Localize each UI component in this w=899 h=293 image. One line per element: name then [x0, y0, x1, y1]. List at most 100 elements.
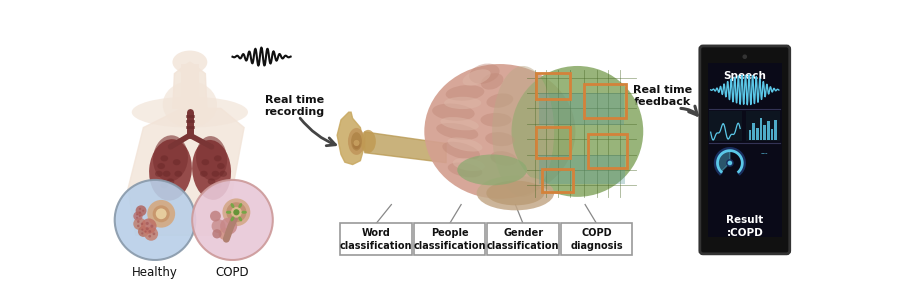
- Circle shape: [136, 205, 147, 216]
- Ellipse shape: [196, 136, 227, 181]
- Circle shape: [136, 217, 138, 219]
- Ellipse shape: [360, 130, 376, 153]
- Circle shape: [141, 223, 143, 225]
- Circle shape: [137, 225, 139, 227]
- Bar: [181, 64, 200, 107]
- Ellipse shape: [441, 117, 479, 130]
- Ellipse shape: [174, 171, 182, 177]
- Ellipse shape: [486, 181, 545, 205]
- Circle shape: [144, 227, 158, 241]
- Text: Result
:COPD: Result :COPD: [726, 215, 763, 238]
- Circle shape: [148, 230, 151, 233]
- Circle shape: [220, 218, 237, 235]
- Ellipse shape: [157, 163, 165, 169]
- FancyBboxPatch shape: [539, 93, 624, 125]
- Circle shape: [146, 222, 149, 225]
- Text: COPD: COPD: [216, 266, 249, 279]
- Circle shape: [138, 212, 141, 214]
- Ellipse shape: [153, 135, 188, 181]
- Circle shape: [146, 227, 149, 230]
- Circle shape: [153, 205, 170, 222]
- Ellipse shape: [163, 81, 217, 127]
- FancyBboxPatch shape: [340, 223, 412, 255]
- Ellipse shape: [480, 113, 512, 127]
- Ellipse shape: [444, 97, 481, 109]
- Ellipse shape: [214, 182, 222, 188]
- FancyBboxPatch shape: [699, 46, 789, 254]
- Ellipse shape: [512, 66, 644, 197]
- Text: People
classification: People classification: [414, 228, 485, 251]
- Text: Word
classification: Word classification: [340, 228, 412, 251]
- Text: Gender
classification: Gender classification: [487, 228, 559, 251]
- Text: Real time
recording: Real time recording: [264, 95, 325, 117]
- Ellipse shape: [238, 203, 242, 208]
- Ellipse shape: [160, 182, 168, 188]
- Ellipse shape: [453, 158, 485, 171]
- Ellipse shape: [155, 171, 163, 177]
- Circle shape: [726, 159, 734, 167]
- Circle shape: [133, 218, 146, 230]
- Ellipse shape: [442, 142, 480, 160]
- Ellipse shape: [432, 103, 475, 121]
- Ellipse shape: [436, 123, 478, 140]
- Circle shape: [153, 232, 156, 235]
- Circle shape: [150, 224, 154, 228]
- Ellipse shape: [208, 178, 216, 185]
- Circle shape: [353, 140, 360, 146]
- Ellipse shape: [448, 137, 483, 151]
- Ellipse shape: [463, 69, 491, 86]
- FancyBboxPatch shape: [414, 223, 485, 255]
- Bar: [774, 120, 777, 140]
- Ellipse shape: [242, 211, 247, 214]
- Circle shape: [142, 210, 145, 212]
- Circle shape: [133, 212, 143, 221]
- Bar: [752, 123, 755, 140]
- Ellipse shape: [173, 159, 181, 165]
- Ellipse shape: [486, 93, 513, 108]
- Ellipse shape: [448, 162, 482, 177]
- Ellipse shape: [211, 171, 219, 177]
- Ellipse shape: [219, 171, 227, 177]
- Ellipse shape: [348, 128, 365, 155]
- Circle shape: [141, 218, 156, 234]
- Circle shape: [137, 220, 139, 223]
- Bar: [708, 63, 782, 237]
- Text: Real time
feedback: Real time feedback: [633, 85, 692, 107]
- Polygon shape: [717, 151, 730, 172]
- Ellipse shape: [230, 203, 235, 208]
- Bar: [746, 111, 780, 142]
- Polygon shape: [128, 108, 245, 235]
- Ellipse shape: [492, 66, 554, 197]
- Ellipse shape: [238, 217, 242, 222]
- Ellipse shape: [352, 140, 360, 149]
- Circle shape: [222, 198, 250, 226]
- Ellipse shape: [166, 178, 174, 185]
- Ellipse shape: [192, 140, 231, 200]
- Ellipse shape: [458, 154, 527, 185]
- Ellipse shape: [200, 171, 208, 177]
- Circle shape: [141, 232, 143, 234]
- FancyBboxPatch shape: [487, 223, 559, 255]
- Circle shape: [139, 208, 141, 210]
- Circle shape: [115, 180, 195, 260]
- Ellipse shape: [230, 217, 235, 222]
- Circle shape: [145, 230, 147, 233]
- Ellipse shape: [163, 171, 171, 177]
- Polygon shape: [337, 112, 364, 165]
- Ellipse shape: [485, 132, 514, 146]
- Circle shape: [141, 229, 144, 231]
- Circle shape: [138, 215, 141, 217]
- Bar: [767, 121, 770, 140]
- Bar: [770, 129, 773, 140]
- Text: COPD
diagnosis: COPD diagnosis: [571, 228, 623, 251]
- Ellipse shape: [424, 64, 575, 199]
- Circle shape: [743, 54, 747, 59]
- Bar: [763, 125, 766, 140]
- Bar: [709, 111, 742, 142]
- Ellipse shape: [490, 151, 517, 166]
- Circle shape: [212, 229, 222, 239]
- Circle shape: [156, 208, 166, 219]
- Ellipse shape: [132, 97, 248, 127]
- Circle shape: [138, 226, 149, 237]
- Ellipse shape: [481, 73, 503, 90]
